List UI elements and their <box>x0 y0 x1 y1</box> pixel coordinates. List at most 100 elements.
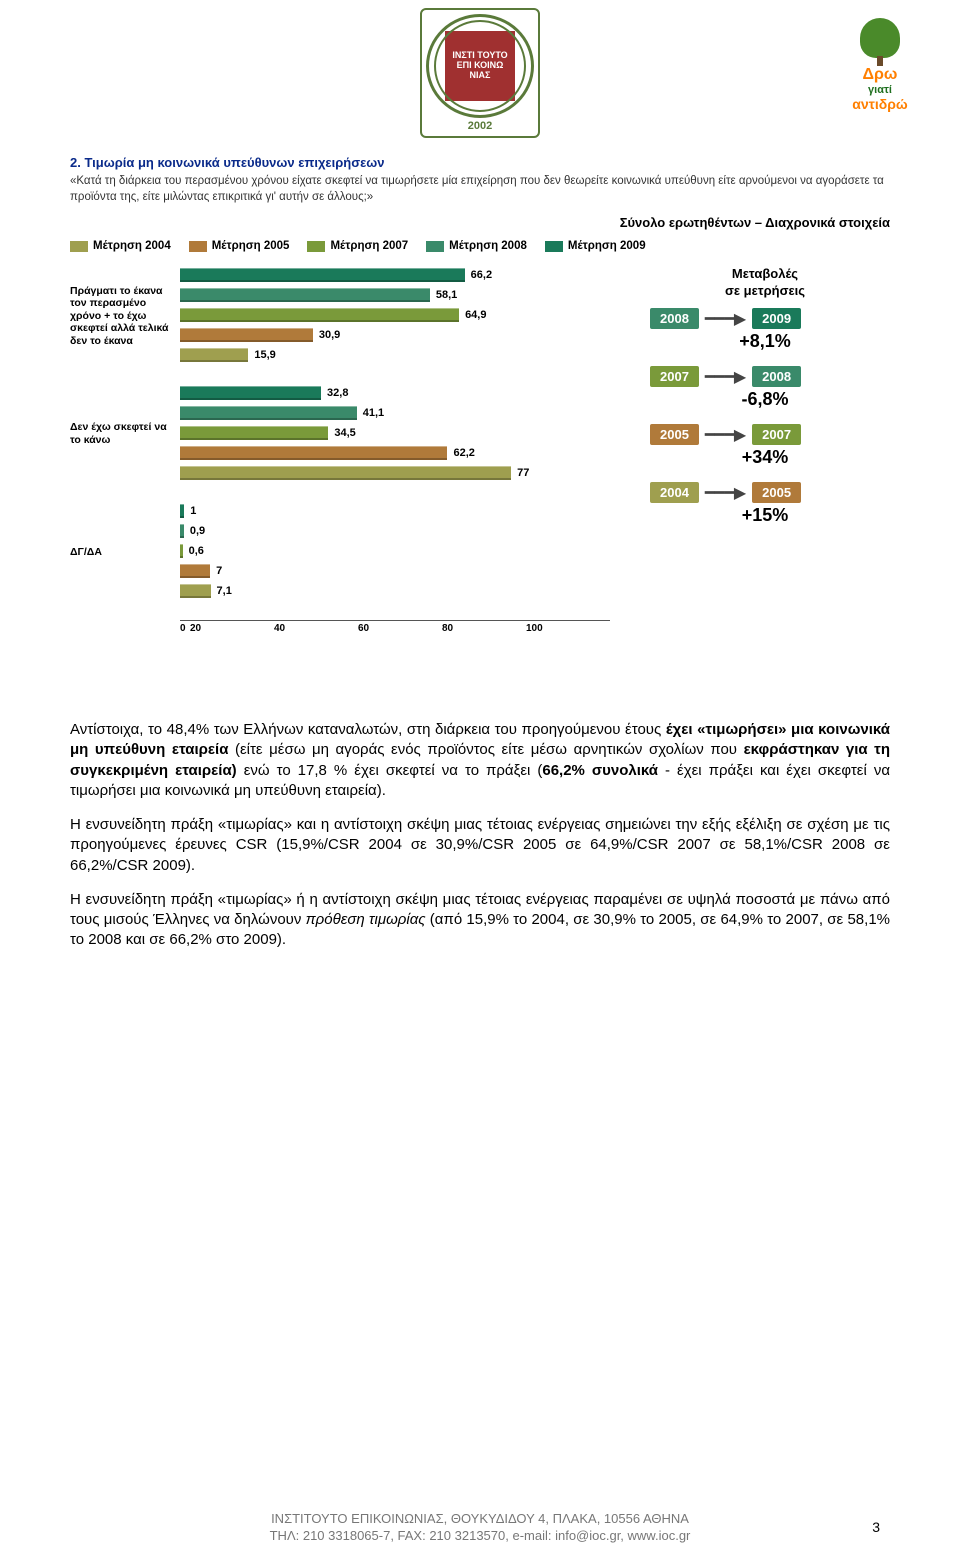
bar <box>180 386 321 400</box>
bar-row: 77 <box>180 464 630 482</box>
year-badge-row: 2004 ━━━▶ 2005 <box>650 482 880 503</box>
p1c: (είτε μέσω μη αγοράς ενός προϊόντος είτε… <box>228 741 743 758</box>
change-pct: +34% <box>650 447 880 468</box>
bar-value: 77 <box>517 467 529 479</box>
campaign-line1: Δρω <box>830 66 930 84</box>
bar-row: 58,1 <box>180 286 630 304</box>
bar-value: 0,6 <box>189 545 204 557</box>
bar-row: 7,1 <box>180 582 630 600</box>
category-group: ΔΓ/ΔΑ10,90,677,1 <box>70 502 630 602</box>
legend-item: Μέτρηση 2008 <box>426 240 527 252</box>
bar <box>180 524 184 538</box>
change-item: 2004 ━━━▶ 2005 +15% <box>650 482 880 526</box>
bar-value: 66,2 <box>471 269 492 281</box>
bar-value: 30,9 <box>319 329 340 341</box>
legend-item: Μέτρηση 2009 <box>545 240 646 252</box>
year-to: 2009 <box>752 308 801 329</box>
changes-header2: σε μετρήσεις <box>650 283 880 298</box>
bar-row: 32,8 <box>180 384 630 402</box>
change-item: 2005 ━━━▶ 2007 +34% <box>650 424 880 468</box>
institute-logo: ΙΝΣΤΙ ΤΟΥΤΟ ΕΠΙ ΚΟΙΝΩ ΝΙΑΣ 2002 <box>420 8 540 138</box>
category-group: Πράγματι το έκανα τον περασμένο χρόνο + … <box>70 266 630 366</box>
bar <box>180 348 248 362</box>
bar-value: 34,5 <box>334 427 355 439</box>
bar <box>180 584 211 598</box>
chart-row: Πράγματι το έκανα τον περασμένο χρόνο + … <box>70 266 890 634</box>
chart-area: Πράγματι το έκανα τον περασμένο χρόνο + … <box>70 266 630 634</box>
bar-value: 15,9 <box>254 349 275 361</box>
chart-subtitle: «Κατά τη διάρκεια του περασμένου χρόνου … <box>70 174 890 205</box>
year-badge-row: 2008 ━━━▶ 2009 <box>650 308 880 329</box>
bar <box>180 406 357 420</box>
arrow-icon: ━━━▶ <box>705 425 746 445</box>
category-label: ΔΓ/ΔΑ <box>70 502 180 602</box>
bar <box>180 288 430 302</box>
bar-row: 41,1 <box>180 404 630 422</box>
x-tick: 40 <box>274 623 358 634</box>
bar <box>180 564 210 578</box>
legend-item: Μέτρηση 2004 <box>70 240 171 252</box>
logo-ring: ΙΝΣΤΙ ΤΟΥΤΟ ΕΠΙ ΚΟΙΝΩ ΝΙΑΣ <box>426 14 534 118</box>
bar <box>180 504 184 518</box>
change-item: 2007 ━━━▶ 2008 -6,8% <box>650 366 880 410</box>
bar <box>180 328 313 342</box>
p3b: πρόθεση τιμωρίας <box>306 911 426 928</box>
changes-header1: Μεταβολές <box>650 266 880 281</box>
category-label: Δεν έχω σκεφτεί να το κάνω <box>70 384 180 484</box>
bar <box>180 426 328 440</box>
bar-value: 0,9 <box>190 525 205 537</box>
bar-value: 64,9 <box>465 309 486 321</box>
arrow-icon: ━━━▶ <box>705 367 746 387</box>
logo-year: 2002 <box>468 120 492 132</box>
x-tick: 60 <box>358 623 442 634</box>
bar-row: 1 <box>180 502 630 520</box>
bar-value: 7,1 <box>217 585 232 597</box>
year-from: 2005 <box>650 424 699 445</box>
bar <box>180 466 511 480</box>
campaign-logo: Δρω γιατί αντιδρώ <box>830 18 930 112</box>
p1f: 66,2% συνολικά <box>542 762 658 779</box>
change-pct: -6,8% <box>650 389 880 410</box>
arrow-icon: ━━━▶ <box>705 483 746 503</box>
change-pct: +8,1% <box>650 331 880 352</box>
x-tick: 20 <box>190 623 274 634</box>
bar <box>180 544 183 558</box>
change-item: 2008 ━━━▶ 2009 +8,1% <box>650 308 880 352</box>
paragraph-1: Αντίστοιχα, το 48,4% των Ελλήνων καταναλ… <box>70 720 890 801</box>
paragraph-3: Η ενσυνείδητη πράξη «τιμωρίας» ή η αντίσ… <box>70 890 890 951</box>
footer: ΙΝΣΤΙΤΟΥΤΟ ΕΠΙΚΟΙΝΩΝΙΑΣ, ΘΟΥΚΥΔΙΔΟΥ 4, Π… <box>0 1511 960 1545</box>
bar-value: 32,8 <box>327 387 348 399</box>
logo-inner-text: ΙΝΣΤΙ ΤΟΥΤΟ ΕΠΙ ΚΟΙΝΩ ΝΙΑΣ <box>445 31 515 101</box>
bars: 32,8 41,1 34,5 62,2 77 <box>180 384 630 484</box>
bar-row: 66,2 <box>180 266 630 284</box>
year-from: 2008 <box>650 308 699 329</box>
year-from: 2004 <box>650 482 699 503</box>
change-pct: +15% <box>650 505 880 526</box>
chart-title: 2. Τιμωρία μη κοινωνικά υπεύθυνων επιχει… <box>70 155 890 170</box>
year-to: 2005 <box>752 482 801 503</box>
chart-right-heading: Σύνολο ερωτηθέντων – Διαχρονικά στοιχεία <box>70 215 890 230</box>
year-from: 2007 <box>650 366 699 387</box>
x-tick: 0 <box>180 623 190 634</box>
bar-value: 1 <box>190 505 196 517</box>
bar <box>180 268 465 282</box>
paragraph-2: Η ενσυνείδητη πράξη «τιμωρίας» και η αντ… <box>70 815 890 876</box>
footer-line2: ΤΗΛ: 210 3318065-7, FAX: 210 3213570, e-… <box>0 1528 960 1543</box>
bars: 10,90,677,1 <box>180 502 630 602</box>
chart-block: 2. Τιμωρία μη κοινωνικά υπεύθυνων επιχει… <box>70 155 890 634</box>
bar-row: 0,9 <box>180 522 630 540</box>
bar-value: 41,1 <box>363 407 384 419</box>
bar-row: 0,6 <box>180 542 630 560</box>
arrow-icon: ━━━▶ <box>705 309 746 329</box>
category-label: Πράγματι το έκανα τον περασμένο χρόνο + … <box>70 266 180 366</box>
tree-icon <box>860 18 900 58</box>
bar-row: 34,5 <box>180 424 630 442</box>
p1e: ενώ το 17,8 % έχει σκεφτεί να το πράξει … <box>237 762 543 779</box>
bar-value: 58,1 <box>436 289 457 301</box>
x-axis: 020406080100 <box>180 620 610 634</box>
changes-panel: Μεταβολές σε μετρήσεις 2008 ━━━▶ 2009 +8… <box>650 266 880 540</box>
legend-item: Μέτρηση 2005 <box>189 240 290 252</box>
year-to: 2007 <box>752 424 801 445</box>
footer-line1: ΙΝΣΤΙΤΟΥΤΟ ΕΠΙΚΟΙΝΩΝΙΑΣ, ΘΟΥΚΥΔΙΔΟΥ 4, Π… <box>0 1511 960 1526</box>
bar-value: 62,2 <box>453 447 474 459</box>
